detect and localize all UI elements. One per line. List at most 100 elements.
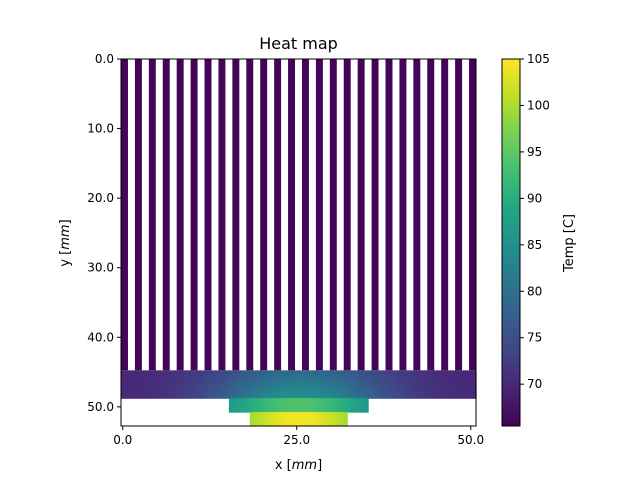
- heatmap-base-cell: [270, 394, 275, 399]
- heatmap-base-cell: [465, 373, 470, 378]
- heatmap-base-cell: [336, 380, 341, 385]
- heatmap-base-cell: [465, 384, 470, 389]
- heatmap-base-cell: [204, 377, 209, 382]
- heatmap-base-cell: [382, 391, 387, 396]
- heatmap-base-cell: [235, 370, 240, 375]
- heatmap-source-cell: [284, 412, 289, 417]
- heatmap-base-cell: [211, 384, 216, 389]
- heatmap-base-cell: [221, 370, 227, 375]
- heatmap-base-cell: [336, 384, 341, 389]
- heatmap-base-cell: [336, 387, 341, 392]
- heatmap-base-cell: [225, 373, 230, 378]
- heatmap-pedestal-cell: [312, 398, 317, 403]
- heatmap-base-cell: [301, 377, 307, 382]
- heatmap-pedestal-cell: [333, 398, 338, 403]
- heatmap-pedestal-cell: [333, 401, 338, 406]
- heatmap-base-cell: [138, 394, 143, 399]
- heatmap-base-cell: [455, 370, 460, 375]
- heatmap-source-cell: [326, 419, 331, 424]
- heatmap-base-cell: [308, 387, 314, 392]
- heatmap-base-cell: [208, 377, 213, 382]
- heatmap-base-cell: [228, 377, 233, 382]
- heatmap-base-cell: [354, 377, 359, 382]
- heatmap-base-cell: [225, 380, 230, 385]
- heatmap-source-cell: [322, 415, 327, 420]
- heatmap-base-cell: [364, 380, 369, 385]
- heatmap-pedestal-cell: [256, 405, 261, 410]
- heatmap-base-cell: [194, 391, 199, 396]
- heatmap-pedestal-cell: [281, 398, 286, 403]
- heatmap-pedestal-cell: [305, 405, 310, 410]
- heatmap-base-cell: [201, 377, 206, 382]
- heatmap-base-cell: [298, 377, 303, 382]
- heatmap-pedestal-cell: [267, 398, 272, 403]
- heatmap-base-cell: [124, 394, 129, 399]
- heatmap-base-cell: [281, 380, 286, 385]
- heatmap-base-cell: [427, 377, 432, 382]
- heatmap-base-cell: [444, 373, 449, 378]
- heatmap-base-cell: [288, 377, 293, 382]
- heatmap-base-cell: [166, 394, 171, 399]
- heatmap-base-cell: [319, 384, 324, 389]
- heatmap-base-cell: [145, 394, 150, 399]
- heatmap-base-cell: [406, 370, 411, 375]
- heatmap-base-cell: [312, 370, 317, 375]
- heatmap-fin-19: [371, 59, 379, 371]
- heatmap-base-cell: [312, 377, 317, 382]
- heatmap-base-cell: [284, 387, 289, 392]
- heatmap-base-cell: [183, 387, 188, 392]
- heatmap-base-cell: [155, 384, 160, 389]
- heatmap-base-cell: [232, 377, 237, 382]
- heatmap-base-cell: [228, 384, 233, 389]
- heatmap-base-cell: [187, 377, 192, 382]
- heatmap-base-cell: [204, 380, 209, 385]
- heatmap-source-cell: [305, 415, 310, 420]
- heatmap-base-cell: [214, 387, 220, 392]
- heatmap-source-cell: [291, 422, 296, 427]
- heatmap-base-cell: [260, 384, 265, 389]
- heatmap-fin-20: [385, 59, 393, 371]
- heatmap-base-cell: [221, 391, 227, 396]
- colorbar: 70 75 80 85 90 95 100 105: [501, 52, 550, 427]
- chart-title: Heat map: [259, 34, 338, 53]
- heatmap-pedestal-cell: [235, 401, 240, 406]
- heatmap-base-cell: [124, 380, 129, 385]
- heatmap-source-cell: [253, 422, 258, 427]
- heatmap-base-cell: [437, 377, 442, 382]
- heatmap-base-cell: [455, 387, 460, 392]
- heatmap-base-cell: [263, 380, 268, 385]
- heatmap-base-cell: [354, 384, 359, 389]
- heatmap-base-cell: [451, 394, 456, 399]
- heatmap-base-cell: [211, 387, 216, 392]
- heatmap-pedestal-cell: [305, 398, 310, 403]
- heatmap-base-cell: [180, 373, 185, 378]
- heatmap-base-cell: [183, 370, 188, 375]
- heatmap-base-cell: [364, 387, 369, 392]
- heatmap-base-cell: [437, 387, 442, 392]
- heatmap-base-cell: [371, 370, 376, 375]
- heatmap-base-cell: [308, 370, 314, 375]
- heatmap-base-cell: [448, 377, 453, 382]
- heatmap-base-cell: [399, 387, 404, 392]
- heatmap-source-cell: [288, 422, 293, 427]
- heatmap-base-cell: [159, 377, 164, 382]
- heatmap-base-cell: [162, 391, 167, 396]
- heatmap-source-cell: [249, 419, 254, 424]
- heatmap-base-cell: [141, 391, 146, 396]
- heatmap-base-cell: [166, 384, 171, 389]
- heatmap-base-cell: [121, 373, 126, 378]
- heatmap-base-cell: [301, 384, 307, 389]
- heatmap-source-cell: [274, 412, 279, 417]
- heatmap-base-cell: [208, 387, 213, 392]
- heatmap-base-cell: [183, 391, 188, 396]
- heatmap-base-cell: [385, 387, 390, 392]
- heatmap-pedestal-cell: [228, 398, 233, 403]
- heatmap-base-cell: [298, 370, 303, 375]
- heatmap-base-cell: [409, 370, 414, 375]
- heatmap-base-cell: [169, 370, 174, 375]
- heatmap-base-cell: [469, 391, 474, 396]
- heatmap-base-cell: [392, 373, 397, 378]
- heatmap-base-cell: [190, 391, 195, 396]
- heatmap-base-cell: [340, 391, 345, 396]
- heatmap-base-cell: [288, 387, 293, 392]
